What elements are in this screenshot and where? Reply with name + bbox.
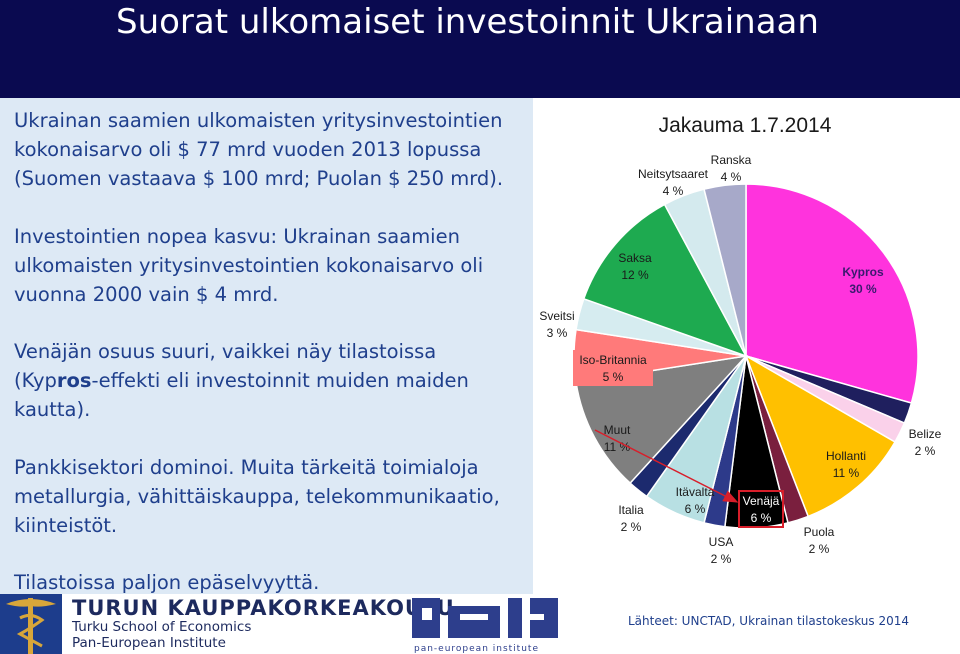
slice-label: Puola bbox=[804, 525, 835, 539]
tse-pei-name: Pan-European Institute bbox=[72, 635, 226, 651]
pie-chart: Jakauma 1.7.2014 Kypros 30 % Belize 2 % Holl… bbox=[539, 114, 941, 566]
text-panel: Ukrainan saamien ulkomaisten yritysinves… bbox=[0, 98, 533, 594]
pei-logo: pan-european institute bbox=[410, 596, 565, 654]
slice-label: Kypros bbox=[842, 265, 884, 279]
tse-caduceus-logo bbox=[0, 594, 62, 654]
slice-value-label: 4 % bbox=[663, 184, 684, 198]
slice-saksa bbox=[582, 203, 748, 358]
paragraph-sectors: Pankkisektori dominoi. Muita tärkeitä to… bbox=[14, 456, 500, 537]
slice-label: Ranska bbox=[711, 153, 752, 167]
paragraph-russia-share-bold: ros bbox=[56, 369, 92, 392]
slice-kypros bbox=[745, 183, 919, 404]
title-bar: Suorat ulkomaiset investoinnit Ukrainaan bbox=[0, 0, 960, 98]
pei-caption: pan-european institute bbox=[414, 644, 539, 654]
slice-value-label: 12 % bbox=[621, 268, 649, 282]
slice-value-label: 2 % bbox=[621, 520, 642, 534]
paragraph-growth: Investointien nopea kasvu: Ukrainan saam… bbox=[14, 225, 484, 306]
paragraph-total-value: Ukrainan saamien ulkomaisten yritysinves… bbox=[14, 109, 504, 190]
slice-value-label: 2 % bbox=[711, 552, 732, 566]
pie-labels: Kypros 30 % Belize 2 % Hollanti 11 % Puola 2 % V… bbox=[539, 153, 941, 566]
slice-value-label: 11 % bbox=[604, 440, 631, 454]
slice-label: Sveitsi bbox=[539, 309, 574, 323]
slice-label: Iso-Britannia bbox=[579, 353, 647, 367]
slice-value-label: 6 % bbox=[751, 511, 772, 525]
slice-value-label: 6 % bbox=[685, 502, 706, 516]
slice-value-label: 4 % bbox=[721, 170, 742, 184]
paragraph-russia-share-part1: Venäjän osuus suuri, vaikkei näy tilasto… bbox=[14, 340, 437, 392]
slice-label: Muut bbox=[604, 423, 631, 437]
slice-value-label: 2 % bbox=[915, 444, 936, 458]
slice-label: Hollanti bbox=[826, 449, 866, 463]
slice-value-label: 3 % bbox=[547, 326, 568, 340]
label-background bbox=[573, 350, 653, 386]
paragraph-russia-share-part2: -effekti eli investoinnit muiden maiden … bbox=[14, 369, 469, 421]
slice-label: Venäjä bbox=[743, 494, 780, 508]
tse-english-name: Turku School of Economics bbox=[72, 619, 252, 635]
slice-hollanti bbox=[744, 354, 896, 518]
slice-label: Belize bbox=[909, 427, 942, 441]
sources-note: Lähteet: UNCTAD, Ukrainan tilastokeskus … bbox=[628, 614, 909, 628]
slide-title: Suorat ulkomaiset investoinnit Ukrainaan bbox=[116, 2, 819, 42]
tse-name: TURUN KAUPPAKORKEAKOULU bbox=[72, 596, 455, 620]
slice-value-label: 11 % bbox=[833, 466, 860, 480]
slice-ranska bbox=[703, 183, 747, 357]
slice-label: Italia bbox=[618, 503, 644, 517]
slice-value-label: 2 % bbox=[809, 542, 830, 556]
paragraph-statistics-note: Tilastoissa paljon epäselvyyttä. bbox=[14, 571, 320, 594]
slice-muut bbox=[575, 354, 748, 485]
slice-value-label: 30 % bbox=[849, 282, 877, 296]
russia-highlight-box bbox=[738, 490, 784, 528]
slice-label: Itävalta bbox=[676, 485, 715, 499]
slice-label: Saksa bbox=[618, 251, 652, 265]
slice-value-label: 5 % bbox=[603, 370, 624, 384]
chart-title: Jakauma 1.7.2014 bbox=[659, 114, 832, 137]
pie-slices bbox=[573, 183, 919, 529]
russia-arrow bbox=[594, 429, 739, 503]
paragraph-russia-share: Venäjän osuus suuri, vaikkei näy tilasto… bbox=[14, 337, 524, 424]
slice-label: Neitsytsaaret bbox=[638, 167, 709, 181]
slice-label: USA bbox=[709, 535, 734, 549]
